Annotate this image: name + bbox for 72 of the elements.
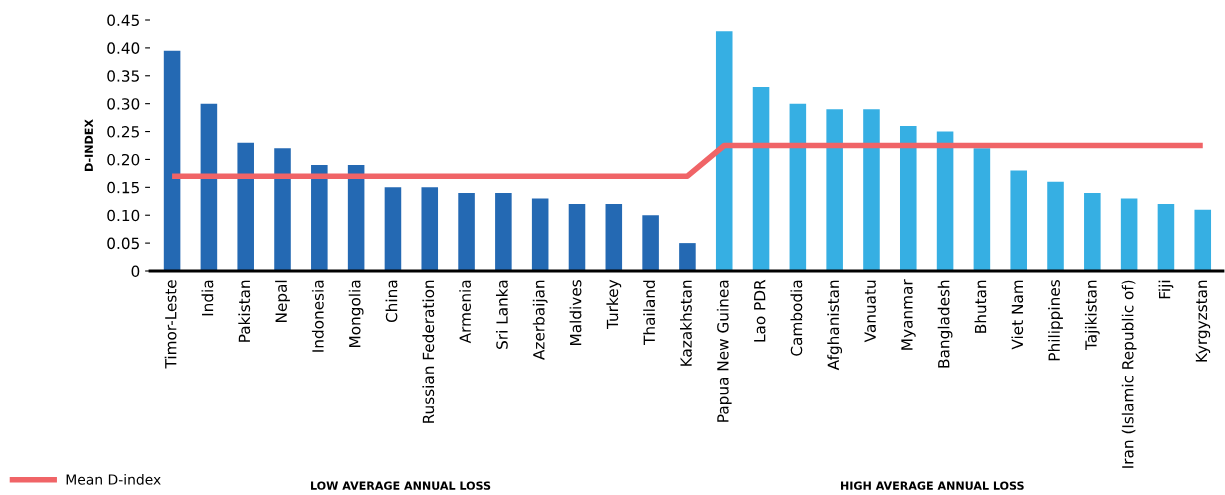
bar bbox=[163, 50, 181, 271]
y-axis-title: D-INDEX bbox=[84, 119, 93, 171]
x-tick-label: India bbox=[201, 280, 214, 316]
bar bbox=[495, 192, 512, 271]
bar bbox=[679, 243, 696, 271]
x-tick-label: Maldives bbox=[569, 280, 582, 345]
bar bbox=[237, 142, 254, 271]
x-tick-label: Indonesia bbox=[311, 280, 324, 352]
x-tick-label: Nepal bbox=[275, 280, 290, 322]
x-tick-label: Thailand bbox=[643, 280, 656, 345]
bar bbox=[826, 109, 843, 271]
x-tick-label: Turkey bbox=[606, 279, 622, 330]
x-tick-label: Lao PDR bbox=[754, 279, 766, 342]
x-tick-label: Azerbaijan bbox=[532, 280, 548, 360]
y-tick-label: 0.30 bbox=[107, 98, 140, 110]
y-tick-label: 0.45 bbox=[107, 14, 139, 27]
y-tick-label: 0.05 bbox=[107, 237, 139, 250]
y-tick-label: 0.35 bbox=[107, 70, 139, 82]
x-tick-label: Afghanistan bbox=[827, 280, 843, 371]
x-tick-label: Cambodia bbox=[790, 280, 803, 356]
bar bbox=[642, 215, 659, 271]
legend-label: Mean D-index bbox=[66, 474, 161, 485]
x-tick-label: Bangladesh bbox=[937, 280, 953, 368]
bar bbox=[384, 187, 402, 271]
bar bbox=[1010, 170, 1027, 271]
x-tick-label: Russian Federation bbox=[422, 280, 435, 423]
text: LOW AVERAGE ANNUAL LOSS bbox=[311, 481, 491, 490]
y-tick-label: 0 bbox=[131, 265, 140, 278]
bar bbox=[311, 165, 328, 271]
x-tick-label: Vanuatu bbox=[864, 280, 876, 343]
y-tick-label: 0.20 bbox=[107, 153, 140, 166]
x-tick-label: China bbox=[385, 280, 398, 323]
bar bbox=[1194, 209, 1212, 271]
bar bbox=[715, 31, 733, 271]
x-tick-label: Mongolia bbox=[348, 280, 364, 347]
bar bbox=[421, 187, 439, 271]
text: HIGH AVERAGE ANNUAL LOSS bbox=[841, 481, 1024, 490]
x-tick-label: Fiji bbox=[1158, 280, 1174, 299]
bar bbox=[936, 131, 954, 271]
bar bbox=[605, 204, 623, 271]
bar bbox=[568, 204, 586, 271]
bar bbox=[1084, 192, 1101, 271]
bar bbox=[863, 109, 880, 271]
y-tick-label: 0.10 bbox=[107, 209, 140, 222]
x-tick-label: Papua New Guinea bbox=[716, 280, 732, 422]
y-tick-label: 0.40 bbox=[107, 42, 140, 54]
x-tick-label: Kyrgyzstan bbox=[1195, 280, 1211, 362]
x-tick-label: Pakistan bbox=[238, 280, 251, 342]
bar bbox=[274, 148, 291, 271]
bar bbox=[752, 86, 770, 271]
x-tick-label: Iran (Islamic Republic of) bbox=[1121, 280, 1137, 468]
bar bbox=[789, 103, 807, 271]
x-tick-label: Kazakhstan bbox=[680, 280, 692, 366]
bar bbox=[347, 165, 365, 271]
x-tick-label: Armenia bbox=[459, 280, 471, 344]
bar bbox=[458, 192, 475, 271]
x-tick-label: Philippines bbox=[1048, 280, 1063, 361]
bar bbox=[1157, 204, 1175, 271]
bar bbox=[1047, 181, 1064, 271]
y-tick-label: 0.25 bbox=[107, 126, 139, 138]
x-tick-label: Sri Lanka bbox=[495, 280, 508, 349]
bar bbox=[1120, 198, 1138, 271]
x-tick-label: Tajikistan bbox=[1084, 280, 1100, 351]
x-tick-label: Timor-Leste bbox=[164, 280, 177, 369]
bar bbox=[200, 103, 218, 271]
x-tick-label: Myanmar bbox=[901, 279, 916, 350]
x-tick-label: Viet Nam bbox=[1011, 280, 1024, 350]
bar bbox=[531, 198, 549, 271]
bar bbox=[900, 125, 917, 271]
x-tick-label: Bhutan bbox=[974, 280, 987, 333]
bar bbox=[973, 148, 991, 271]
y-tick-label: 0.15 bbox=[107, 181, 139, 194]
